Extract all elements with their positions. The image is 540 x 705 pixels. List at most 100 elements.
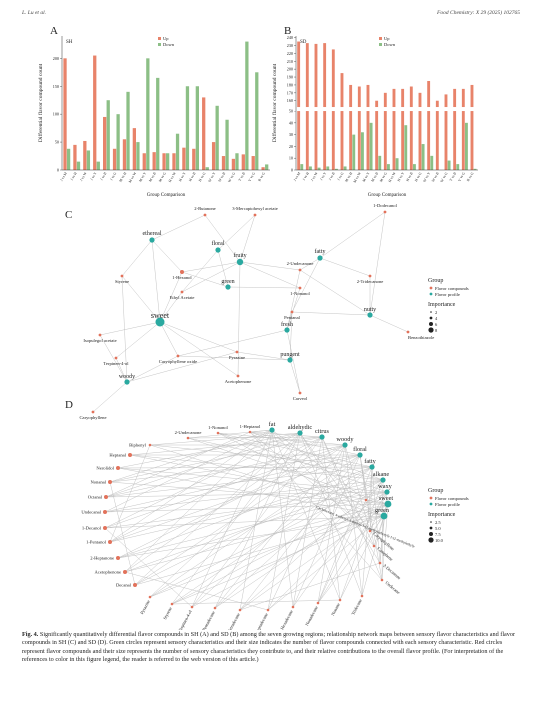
legend-dot: [429, 292, 433, 296]
x-tick-label: M vs Y: [138, 171, 147, 183]
x-tick-label: B vs G: [257, 171, 266, 182]
bar: [335, 168, 338, 170]
x-tick-label: Y vs B: [238, 171, 247, 182]
compound-node: [372, 544, 376, 548]
edge: [299, 432, 381, 564]
edge: [249, 431, 371, 532]
y-tick-label: 180: [287, 82, 293, 87]
compound-label: Decanal: [116, 583, 132, 588]
profile-label: fruity: [233, 252, 246, 259]
bar: [453, 88, 457, 170]
edge: [151, 239, 161, 323]
x-tick-label: W vs Y: [422, 171, 431, 183]
edge: [105, 444, 346, 498]
edge: [159, 321, 238, 353]
bar: [361, 132, 364, 170]
edge: [171, 466, 373, 605]
compound-label: Acetophenone: [225, 379, 252, 384]
compound-label: 2-Heptanone: [90, 556, 114, 561]
edge: [151, 214, 206, 241]
edge: [159, 321, 239, 377]
x-tick-label: M vs G: [379, 171, 388, 183]
bar: [156, 77, 160, 170]
compound-node: [406, 330, 410, 334]
x-tick-label: M vs W: [128, 171, 138, 183]
profile-label: green: [375, 507, 390, 514]
compound-node: [291, 605, 295, 609]
bar: [314, 43, 318, 170]
edge: [214, 432, 301, 609]
compound-node: [180, 290, 184, 294]
y-tick-label: 20: [289, 144, 293, 149]
edge: [171, 515, 385, 605]
compound-label: Carveol: [293, 396, 308, 401]
edge: [359, 454, 367, 501]
compound-node: [128, 453, 132, 457]
compound-label: 1-Decanol: [82, 526, 102, 531]
panel-label: A: [50, 25, 58, 37]
size-legend-dot: [429, 316, 433, 320]
edge: [124, 503, 389, 573]
x-tick-label: W vs B: [431, 171, 440, 183]
edge: [134, 444, 346, 586]
bar: [185, 86, 190, 170]
legend-swatch: [379, 43, 382, 46]
edge: [227, 286, 301, 289]
y-tick-label: 50: [55, 140, 59, 145]
compound-node: [104, 495, 108, 499]
bar: [413, 164, 416, 170]
profile-node: [319, 434, 325, 440]
x-tick-label: J vs Y: [90, 171, 98, 181]
edge: [217, 249, 229, 288]
bar: [461, 88, 465, 170]
profile-node: [215, 247, 221, 253]
compound-label: Biphenyl: [129, 443, 147, 448]
bar: [357, 86, 361, 170]
size-legend-label: 8: [435, 328, 438, 333]
compound-node: [213, 606, 217, 610]
compound-node: [190, 605, 194, 609]
x-tick-label: W vs B: [217, 171, 226, 183]
compound-label: Pyrazine: [229, 355, 245, 360]
size-legend-title: Importance: [428, 302, 456, 308]
bar: [106, 100, 110, 170]
compound-node: [248, 430, 252, 434]
x-tick-label: M vs Y: [362, 171, 371, 183]
profile-node: [369, 464, 375, 470]
legend-label: Flavor profile: [435, 502, 460, 507]
edge: [109, 429, 273, 483]
edge: [126, 351, 238, 383]
y-tick-label: 240: [287, 35, 293, 40]
compound-label: Hexadecane: [279, 609, 294, 630]
edge: [359, 454, 383, 581]
edge: [214, 466, 373, 609]
edge: [187, 429, 273, 439]
y-tick-label: 230: [287, 43, 293, 48]
compound-node: [186, 436, 190, 440]
y-tick-label: 40: [289, 120, 293, 125]
edge: [109, 436, 323, 483]
edge: [177, 329, 288, 357]
y-tick-label: 220: [287, 51, 293, 56]
compound-label: Undecane: [384, 580, 401, 595]
edge: [286, 269, 301, 331]
bar: [66, 148, 71, 170]
compound-node: [236, 374, 240, 378]
profile-node: [225, 284, 231, 290]
edge: [249, 431, 361, 456]
compound-label: Tridecane: [350, 598, 363, 616]
profile-node: [149, 237, 155, 243]
compound-label: 2-Undecanone: [287, 261, 314, 266]
bar: [265, 164, 269, 170]
compound-node: [148, 443, 152, 447]
edge: [149, 479, 384, 598]
header-journal: Food Chemistry: X 29 (2025) 102765: [436, 9, 520, 16]
edge: [321, 436, 383, 581]
bar: [205, 167, 209, 170]
edge: [115, 357, 128, 383]
edge: [292, 436, 323, 608]
x-tick-label: M vs B: [370, 171, 379, 183]
compound-label: Caryophyllene oxide: [159, 359, 197, 364]
x-tick-label: H vs B: [188, 171, 197, 182]
